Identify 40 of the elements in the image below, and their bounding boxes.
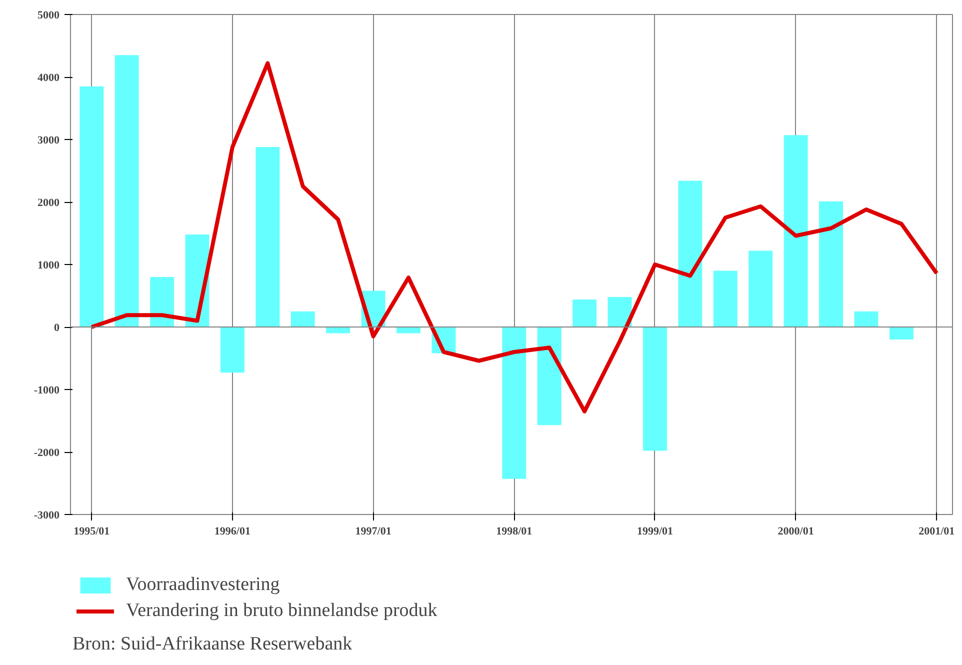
- bar: [256, 147, 280, 327]
- y-tick-label: -2000: [34, 447, 60, 459]
- y-tick-label: 5000: [38, 10, 60, 22]
- bar: [114, 55, 139, 327]
- bar: [819, 201, 843, 327]
- bar: [713, 270, 738, 327]
- x-tick-label: 1996/01: [214, 526, 250, 538]
- bar: [80, 86, 104, 327]
- bar: [220, 327, 244, 373]
- bar: [502, 327, 526, 479]
- bar: [396, 327, 420, 334]
- y-tick-label: 2000: [38, 197, 60, 209]
- y-tick-label: 4000: [38, 72, 60, 84]
- bar: [748, 250, 773, 327]
- y-tick-label: -3000: [34, 510, 60, 522]
- y-tick-label: 0: [54, 322, 60, 334]
- x-tick-label: 1999/01: [636, 526, 674, 538]
- bar: [854, 311, 878, 327]
- y-tick-label: 1000: [38, 260, 60, 272]
- bar: [889, 327, 914, 340]
- bar: [150, 277, 174, 327]
- y-tick-label: -1000: [34, 384, 60, 396]
- bar: [643, 327, 667, 451]
- legend-label: Voorraadinvestering: [126, 574, 280, 596]
- bar: [572, 300, 597, 327]
- x-tick-label: 2000/01: [778, 526, 814, 538]
- bar: [784, 135, 808, 327]
- bar: [290, 311, 315, 327]
- bar: [678, 180, 702, 327]
- x-tick-label: 1997/01: [355, 526, 392, 538]
- y-tick-label: 3000: [38, 134, 60, 146]
- x-tick-label: 1995/01: [74, 526, 110, 538]
- bar: [608, 297, 632, 327]
- legend-label: Verandering in bruto binnelandse produk: [126, 600, 438, 622]
- text: Bron: Suid-Afrikaanse Reserwebank: [72, 634, 353, 654]
- x-tick-label: 2001/01: [918, 526, 955, 538]
- line-series: [90, 61, 939, 414]
- x-tick-label: 1998/01: [496, 526, 532, 538]
- bar: [326, 327, 350, 334]
- bar: [537, 327, 562, 426]
